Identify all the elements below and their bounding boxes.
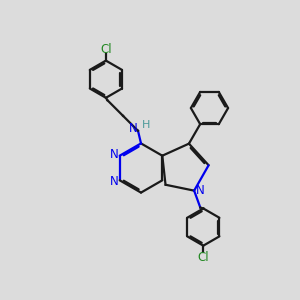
- Text: H: H: [142, 120, 150, 130]
- Text: N: N: [196, 184, 205, 197]
- Text: N: N: [129, 122, 138, 135]
- Text: N: N: [110, 148, 119, 161]
- Text: Cl: Cl: [100, 43, 112, 56]
- Text: Cl: Cl: [197, 250, 209, 264]
- Text: N: N: [110, 175, 119, 188]
